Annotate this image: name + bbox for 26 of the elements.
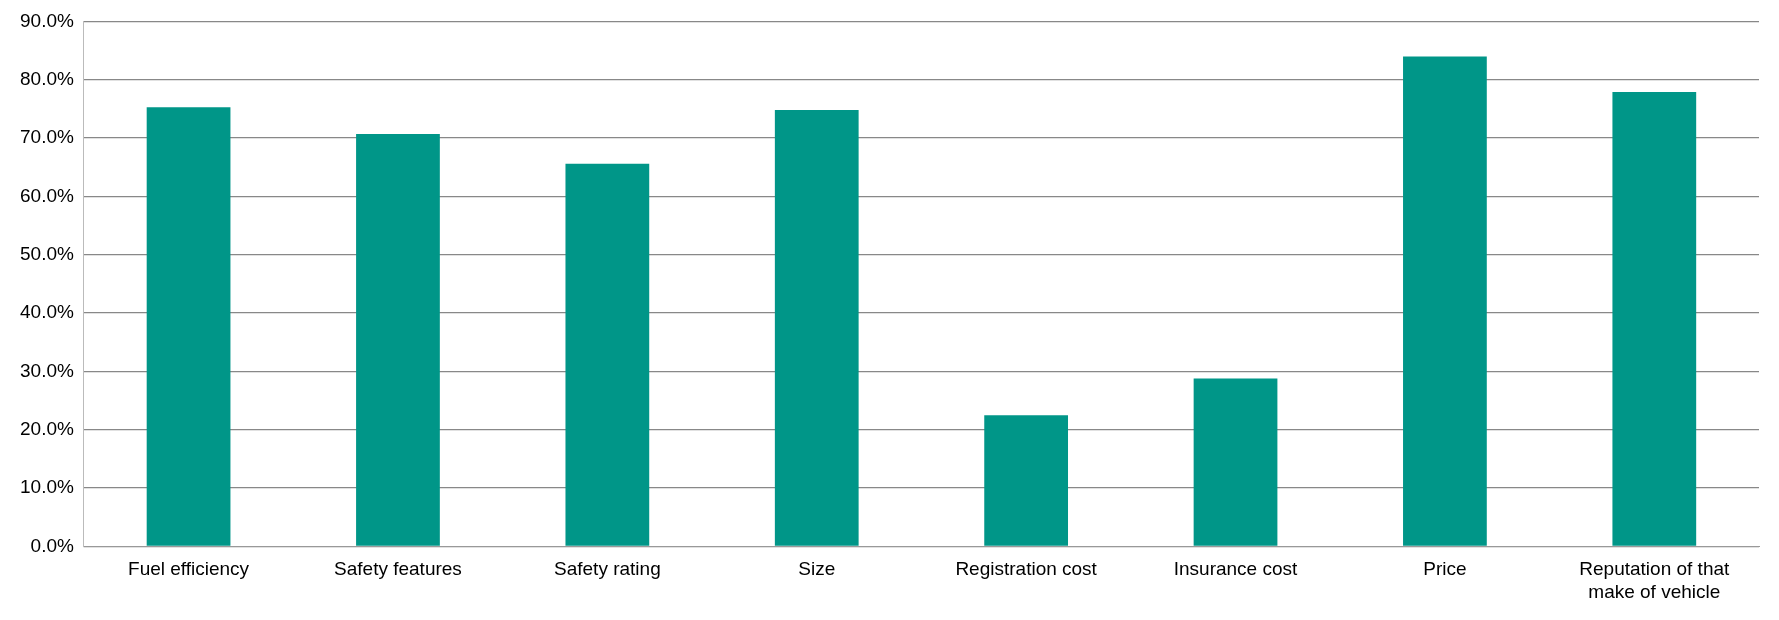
bar xyxy=(565,163,650,546)
y-tick-label: 70.0% xyxy=(20,126,74,148)
bar xyxy=(1193,378,1278,546)
y-tick-label: 10.0% xyxy=(20,476,74,498)
y-tick-label: 50.0% xyxy=(20,242,74,264)
y-tick-label: 40.0% xyxy=(20,301,74,323)
x-tick-label: Size xyxy=(798,558,836,580)
bar xyxy=(984,415,1069,546)
x-tick-label: Safety features xyxy=(334,558,462,580)
x-tick-label: Price xyxy=(1423,558,1467,580)
x-tick-label: Insurance cost xyxy=(1173,558,1299,580)
y-tick-label: 90.0% xyxy=(20,9,74,31)
x-tick-label: Fuel efficiency xyxy=(128,558,250,580)
y-tick-label: 30.0% xyxy=(20,359,74,381)
y-tick-label: 60.0% xyxy=(20,184,74,206)
bar xyxy=(774,110,859,546)
y-tick-label: 80.0% xyxy=(20,67,74,89)
bar xyxy=(356,133,440,546)
y-tick-label: 0.0% xyxy=(30,534,74,556)
x-tick-label: Reputation of that make of vehicle xyxy=(1579,558,1731,602)
bar xyxy=(146,107,231,546)
x-tick-label: Safety rating xyxy=(554,558,661,580)
y-tick-label: 20.0% xyxy=(20,417,74,439)
bar xyxy=(1403,56,1487,546)
bar xyxy=(1612,91,1697,546)
x-tick-label: Registration cost xyxy=(955,558,1098,580)
